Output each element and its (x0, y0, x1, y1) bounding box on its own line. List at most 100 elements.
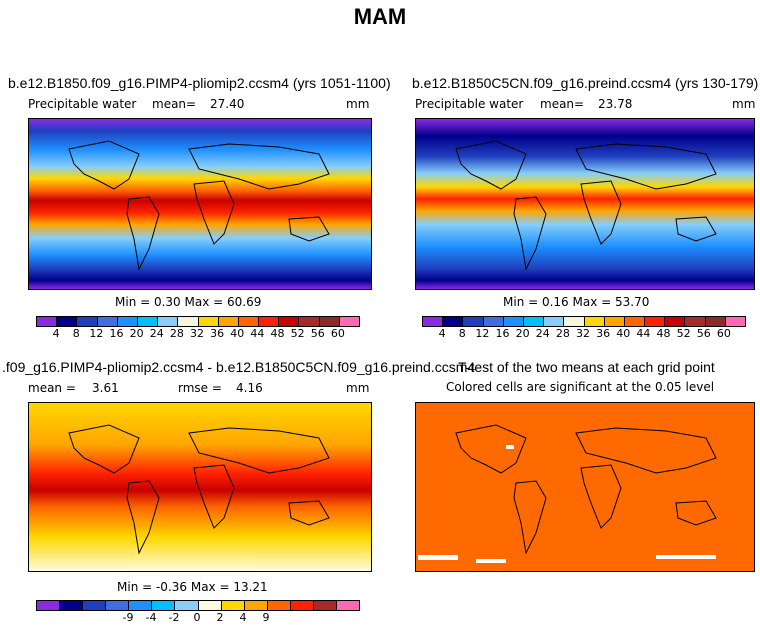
colorbar-swatch (423, 317, 444, 326)
colorbar-tick-label: 8 (72, 327, 80, 340)
panel3-colorbar-ticks: -9 -4 -2 0 2 4 9 (36, 611, 358, 625)
colorbar-tick-label: 44 (636, 327, 651, 340)
colorbar-tick-label: 48 (270, 327, 285, 340)
colorbar-swatch (106, 601, 130, 610)
colorbar-swatch (705, 317, 726, 326)
panel1-map (28, 118, 372, 290)
colorbar-swatch (259, 317, 280, 326)
colorbar-swatch (319, 317, 340, 326)
panel1-colorbar (36, 316, 360, 327)
panel2-colorbar (422, 316, 746, 327)
colorbar-swatch (218, 317, 239, 326)
colorbar-swatch (725, 317, 745, 326)
panel2-mean: 23.78 (598, 97, 633, 111)
panel2-title: b.e12.B1850C5CN.f09_g16.preind.ccsm4 (yr… (412, 75, 759, 91)
colorbar-tick-label: 32 (190, 327, 204, 340)
colorbar-swatch (137, 317, 159, 326)
colorbar-swatch (665, 317, 686, 326)
colorbar-swatch (175, 601, 199, 610)
colorbar-swatch (279, 317, 300, 326)
panel3-rmse-label: rmse = (178, 381, 222, 395)
colorbar-swatch (290, 601, 314, 610)
colorbar-swatch (267, 601, 291, 610)
colorbar-tick-label: -2 (168, 611, 180, 624)
panel3-rmse: 4.16 (236, 381, 263, 395)
colorbar-swatch (198, 317, 219, 326)
panel4-title: T-test of the two means at each grid poi… (458, 359, 715, 375)
colorbar-tick-label: 4 (52, 327, 60, 340)
panel1-mean: 27.40 (210, 97, 245, 111)
panel3-units: mm (346, 381, 370, 395)
colorbar-tick-label: 56 (310, 327, 325, 340)
colorbar-swatch (544, 317, 565, 326)
colorbar-swatch (645, 317, 666, 326)
panel2-minmax: Min = 0.16 Max = 53.70 (503, 295, 650, 309)
colorbar-tick-label: 20 (515, 327, 530, 340)
colorbar-tick-label: 20 (129, 327, 144, 340)
colorbar-swatch (152, 601, 176, 610)
panel1-title: b.e12.B1850.f09_g16.PIMP4-pliomip2.ccsm4… (8, 75, 391, 91)
colorbar-tick-label: 32 (576, 327, 590, 340)
colorbar-tick-label: 36 (210, 327, 225, 340)
panel1-variable: Precipitable water (28, 97, 137, 111)
panel2-colorbar-ticks: 4 8 12 16 20 24 28 32 36 40 44 48 52 56 60 (422, 327, 744, 341)
colorbar-tick-label: 52 (290, 327, 305, 340)
colorbar-tick-label: 12 (89, 327, 104, 340)
colorbar-tick-label: -9 (122, 611, 134, 624)
colorbar-swatch (158, 317, 179, 326)
colorbar-swatch (129, 601, 153, 610)
figure-title: MAM (353, 4, 407, 29)
colorbar-swatch (97, 317, 118, 326)
panel2-variable: Precipitable water (415, 97, 524, 111)
colorbar-tick-label: 24 (149, 327, 164, 340)
colorbar-swatch (584, 317, 605, 326)
colorbar-swatch (503, 317, 524, 326)
colorbar-swatch (244, 601, 268, 610)
colorbar-swatch (57, 317, 78, 326)
colorbar-swatch (463, 317, 484, 326)
panel2-units: mm (732, 97, 756, 111)
colorbar-swatch (443, 317, 464, 326)
colorbar-swatch (313, 601, 338, 610)
colorbar-tick-label: 44 (250, 327, 265, 340)
colorbar-swatch (60, 601, 84, 610)
colorbar-swatch (523, 317, 545, 326)
colorbar-tick-label: 4 (239, 611, 247, 624)
colorbar-tick-label: 24 (535, 327, 550, 340)
panel3-mean: 3.61 (92, 381, 119, 395)
colorbar-tick-label: 52 (676, 327, 691, 340)
colorbar-swatch (83, 601, 107, 610)
colorbar-swatch (299, 317, 320, 326)
colorbar-swatch (198, 601, 222, 610)
panel2-mean-label: mean= (540, 97, 585, 111)
colorbar-tick-label: 0 (193, 611, 201, 624)
panel1-mean-label: mean= (152, 97, 197, 111)
colorbar-tick-label: 16 (109, 327, 124, 340)
colorbar-swatch (117, 317, 138, 326)
colorbar-tick-label: 36 (596, 327, 611, 340)
colorbar-tick-label: 8 (458, 327, 466, 340)
colorbar-tick-label: 12 (475, 327, 490, 340)
panel3-mean-label: mean = (28, 381, 76, 395)
colorbar-swatch (604, 317, 625, 326)
colorbar-tick-label: 28 (169, 327, 184, 340)
panel3-minmax: Min = -0.36 Max = 13.21 (117, 580, 268, 594)
colorbar-tick-label: -4 (145, 611, 157, 624)
panel3-title: .f09_g16.PIMP4-pliomip2.ccsm4 - b.e12.B1… (2, 359, 476, 375)
panel3-map (28, 402, 372, 572)
panel1-minmax: Min = 0.30 Max = 60.69 (115, 295, 262, 309)
colorbar-swatch (483, 317, 504, 326)
colorbar-tick-label: 40 (230, 327, 245, 340)
panel2-map (415, 118, 755, 290)
colorbar-swatch (238, 317, 260, 326)
colorbar-tick-label: 40 (616, 327, 631, 340)
colorbar-swatch (178, 317, 199, 326)
panel1-colorbar-ticks: 4 8 12 16 20 24 28 32 36 40 44 48 52 56 60 (36, 327, 358, 341)
colorbar-tick-label: 4 (438, 327, 446, 340)
colorbar-tick-label: 16 (495, 327, 510, 340)
colorbar-swatch (77, 317, 98, 326)
colorbar-tick-label: 9 (262, 611, 270, 624)
panel4-subtitle: Colored cells are significant at the 0.0… (446, 380, 715, 394)
colorbar-tick-label: 2 (216, 611, 224, 624)
colorbar-swatch (337, 601, 360, 610)
